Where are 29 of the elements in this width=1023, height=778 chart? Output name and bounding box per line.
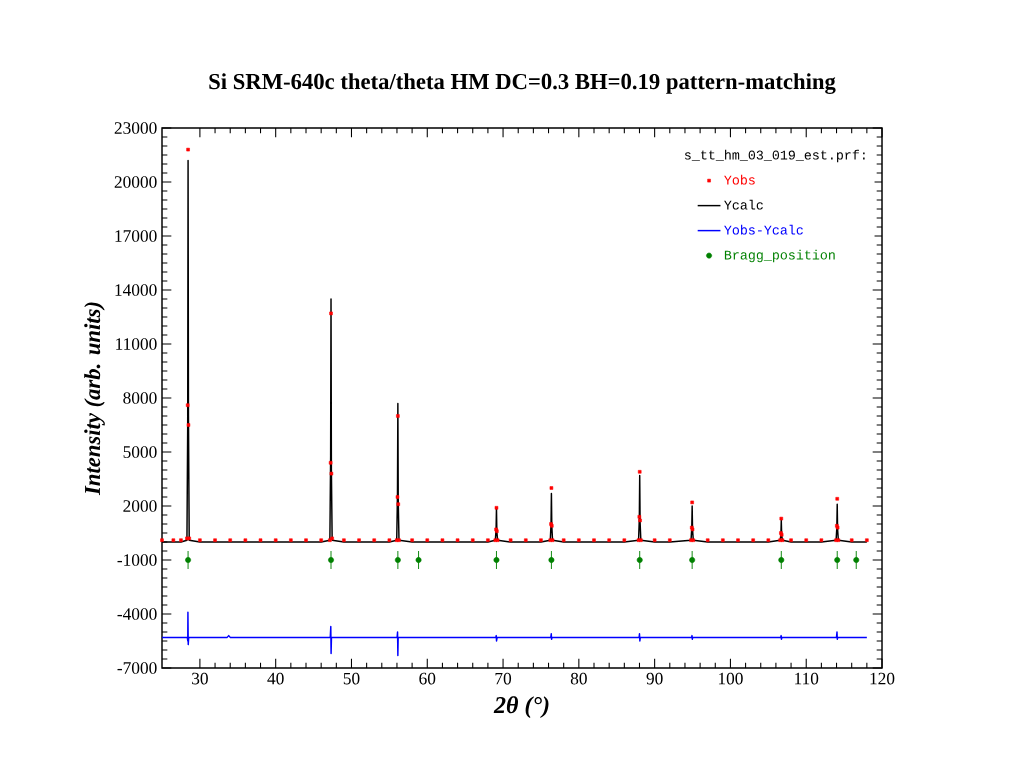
x-tick-label: 120 — [870, 672, 895, 685]
legend-label: Yobs-Ycalc — [724, 224, 803, 235]
y-tick-label: 5000 — [123, 446, 157, 458]
x-tick-label: 30 — [192, 672, 208, 685]
y-tick-label: 17000 — [115, 230, 157, 242]
x-tick-label: 50 — [343, 672, 360, 685]
legend-label: Yobs — [724, 174, 755, 185]
y-tick-label: 20000 — [114, 176, 157, 188]
x-tick-label: 40 — [267, 672, 284, 685]
y-tick-label: 23000 — [114, 122, 157, 134]
y-tick-label: 8000 — [123, 392, 157, 404]
y-tick-label: 14000 — [115, 284, 157, 296]
x-tick-label: 90 — [646, 672, 663, 685]
x-tick-label: 60 — [419, 672, 436, 685]
y-tick-label: -7000 — [117, 662, 157, 674]
y-tick-label: -4000 — [117, 608, 157, 620]
chart-title: Si SRM-640c theta/theta HM DC=0.3 BH=0.19 pattern-matching — [209, 73, 836, 94]
x-tick-label: 100 — [718, 672, 743, 685]
y-tick-label: 2000 — [123, 500, 157, 512]
legend-label: Ycalc — [724, 199, 763, 210]
legend-label: Bragg_position — [724, 249, 835, 263]
y-tick-label: 11000 — [116, 338, 157, 350]
x-tick-label: 80 — [570, 672, 587, 685]
y-axis-title: Intensity (arb. units) — [84, 302, 105, 496]
legend-title: s_tt_hm_03_019_est.prf: — [684, 149, 865, 163]
y-tick-label: -1000 — [117, 554, 157, 566]
x-tick-label: 70 — [495, 672, 512, 685]
x-axis-title: 2θ (°) — [493, 696, 549, 719]
x-tick-label: 110 — [795, 672, 819, 685]
